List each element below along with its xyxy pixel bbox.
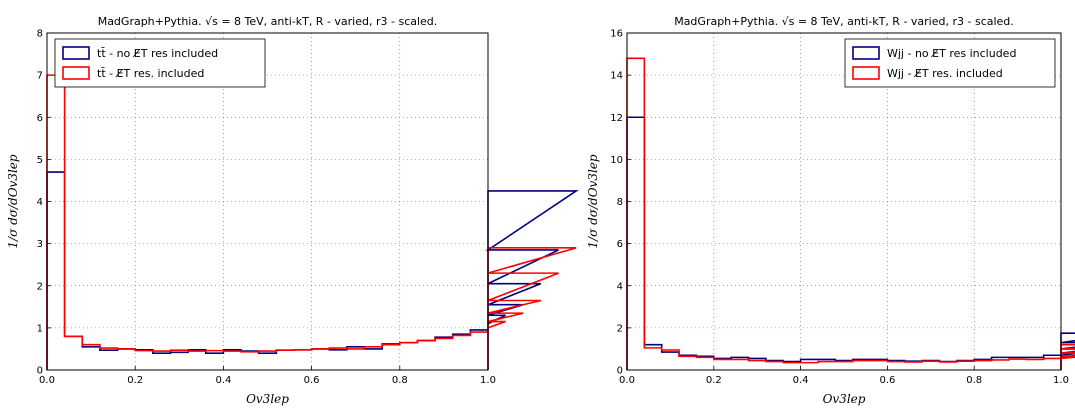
y-tick-label: 4 bbox=[617, 281, 623, 292]
y-tick-label: 3 bbox=[37, 239, 43, 250]
x-tick-label: 1.0 bbox=[480, 375, 496, 386]
y-tick-label: 12 bbox=[610, 113, 623, 124]
chart-panel-2: MadGraph+Pythia. √s = 8 TeV, anti-kT, R … bbox=[586, 15, 1075, 406]
legend-box bbox=[844, 38, 1056, 88]
y-tick-label: 0 bbox=[617, 366, 623, 377]
x-tick-label: 0.6 bbox=[879, 375, 895, 386]
series-line-2 bbox=[626, 57, 1075, 370]
legend-box bbox=[54, 38, 266, 88]
y-axis-label: 1/σ dσ/dOv3lep bbox=[586, 154, 600, 248]
y-tick-label: 6 bbox=[37, 113, 43, 124]
y-tick-label: 2 bbox=[37, 281, 43, 292]
legend-label: tt̄ - E̸T res. included bbox=[97, 67, 204, 80]
legend-swatch bbox=[62, 46, 90, 60]
y-tick-label: 10 bbox=[610, 155, 623, 166]
plot-frame bbox=[46, 32, 489, 371]
y-tick-label: 16 bbox=[610, 29, 623, 40]
x-tick-label: 0.6 bbox=[304, 375, 320, 386]
x-tick-label: 0.2 bbox=[706, 375, 722, 386]
chart-title: MadGraph+Pythia. √s = 8 TeV, anti-kT, R … bbox=[98, 15, 438, 28]
plot-frame bbox=[626, 32, 1062, 371]
x-tick-label: 0.0 bbox=[619, 375, 635, 386]
x-tick-label: 0.0 bbox=[39, 375, 55, 386]
y-tick-label: 2 bbox=[617, 323, 623, 334]
series-line-1 bbox=[626, 116, 1075, 370]
y-tick-label: 14 bbox=[610, 71, 623, 82]
legend-label: Wjj - no E̸T res included bbox=[887, 47, 1016, 60]
x-tick-label: 0.2 bbox=[127, 375, 143, 386]
legend: Wjj - no E̸T res included Wjj - E̸T res. … bbox=[844, 38, 1056, 88]
x-tick-label: 0.4 bbox=[215, 375, 231, 386]
series-line-2 bbox=[46, 74, 577, 370]
x-axis-label: Ov3lep bbox=[823, 392, 866, 406]
y-tick-label: 8 bbox=[617, 197, 623, 208]
y-tick-label: 8 bbox=[37, 29, 43, 40]
legend-swatch bbox=[852, 66, 880, 80]
x-tick-label: 0.8 bbox=[966, 375, 982, 386]
x-tick-label: 0.8 bbox=[392, 375, 408, 386]
y-axis-label: 1/σ dσ/dOv3lep bbox=[6, 154, 20, 248]
y-tick-label: 0 bbox=[37, 366, 43, 377]
x-axis-label: Ov3lep bbox=[246, 392, 289, 406]
legend-swatch bbox=[62, 66, 90, 80]
legend-label: tt̄ - no E̸T res included bbox=[97, 47, 218, 60]
y-tick-label: 1 bbox=[37, 323, 43, 334]
chart-title: MadGraph+Pythia. √s = 8 TeV, anti-kT, R … bbox=[674, 15, 1014, 28]
y-tick-label: 4 bbox=[37, 197, 43, 208]
x-tick-label: 1.0 bbox=[1053, 375, 1069, 386]
legend: tt̄ - no E̸T res included tt̄ - E̸T res. … bbox=[54, 38, 266, 88]
chart-panel-1: MadGraph+Pythia. √s = 8 TeV, anti-kT, R … bbox=[6, 15, 579, 406]
legend-swatch bbox=[852, 46, 880, 60]
y-tick-label: 5 bbox=[37, 155, 43, 166]
y-tick-label: 6 bbox=[617, 239, 623, 250]
legend-label: Wjj - E̸T res. included bbox=[887, 67, 1003, 80]
y-tick-label: 7 bbox=[37, 71, 43, 82]
x-tick-label: 0.4 bbox=[793, 375, 809, 386]
